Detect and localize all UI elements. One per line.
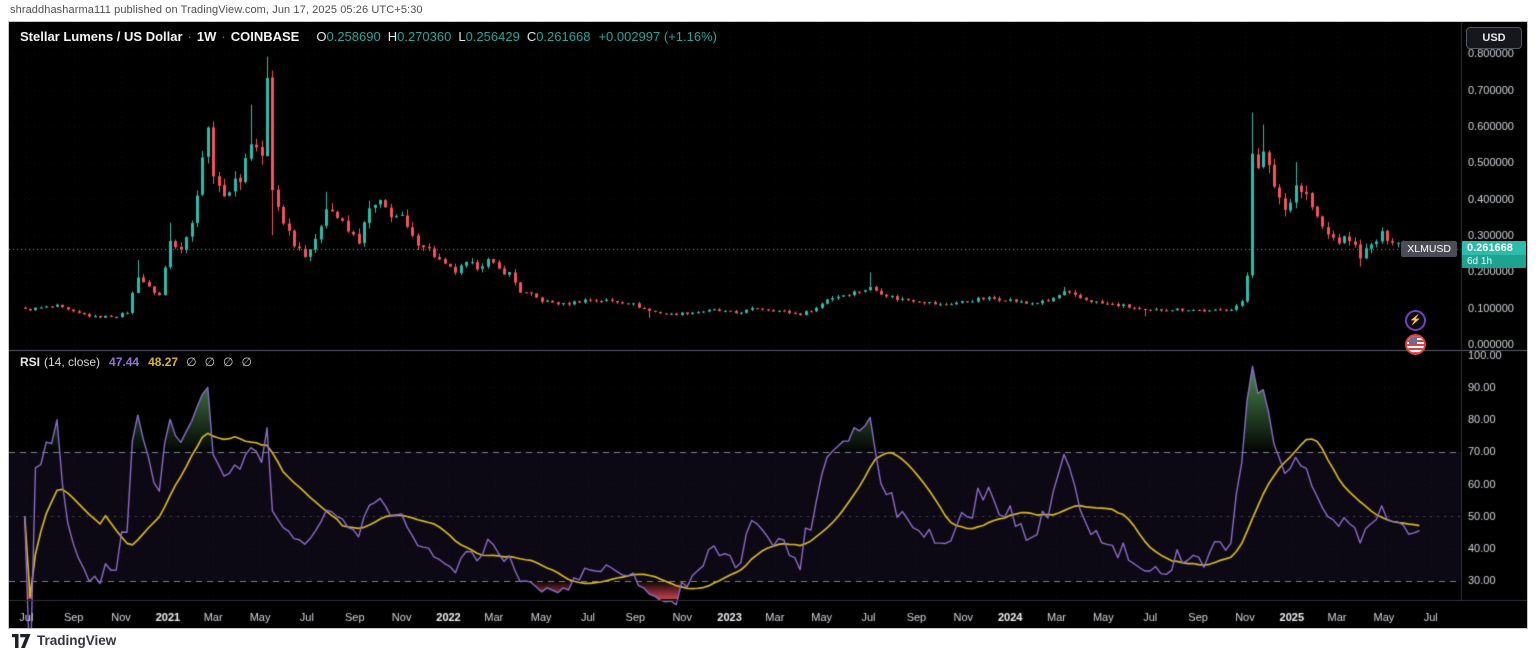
- symbol-title[interactable]: Stellar Lumens / US Dollar: [20, 29, 183, 44]
- close-label: C: [526, 29, 537, 44]
- rsi-empty-value: ∅: [241, 355, 252, 369]
- tradingview-brand-text: TradingView: [37, 633, 117, 648]
- attribution-text: shraddhasharma111 published on TradingVi…: [10, 4, 423, 16]
- rsi-empty-value: ∅: [223, 355, 234, 369]
- rsi-empty-value: ∅: [186, 355, 197, 369]
- instant-order-lightning-icon[interactable]: ⚡: [1405, 310, 1426, 331]
- last-price-axis-badge: 0.261668 6d 1h: [1462, 241, 1526, 268]
- us-flag-canton: [1409, 338, 1417, 344]
- rsi-legend: RSI (14, close) 47.44 48.27 ∅ ∅ ∅ ∅: [20, 355, 252, 369]
- last-price-value: 0.261668: [1462, 241, 1526, 255]
- ohlc-values: O0.258690 H0.270360 L0.256429 C0.261668: [309, 29, 590, 44]
- price-rsi-chart-canvas[interactable]: [9, 22, 1527, 628]
- legend-separator: ·: [187, 29, 192, 44]
- tradingview-footer-logo[interactable]: TradingView: [12, 633, 116, 648]
- symbol-legend: Stellar Lumens / US Dollar · 1W · COINBASE O0…: [20, 29, 717, 44]
- high-label: H: [387, 29, 398, 44]
- us-flag-stripes: [1407, 336, 1424, 353]
- open-value: 0.258690: [326, 29, 381, 44]
- bar-countdown: 6d 1h: [1462, 255, 1526, 268]
- high-value: 0.270360: [397, 29, 452, 44]
- low-value: 0.256429: [465, 29, 520, 44]
- tradingview-logo-icon: [12, 633, 31, 648]
- rsi-empty-value: ∅: [204, 355, 216, 369]
- legend-separator: ·: [221, 29, 226, 44]
- economic-events-us-flag-icon[interactable]: [1405, 334, 1426, 355]
- rsi-params: (14, close): [44, 355, 101, 369]
- symbol-price-line-badge: XLMUSD: [1401, 241, 1457, 257]
- interval-label[interactable]: 1W: [196, 29, 217, 44]
- change-value: +0.002997 (+1.16%): [598, 29, 717, 44]
- open-label: O: [316, 29, 327, 44]
- rsi-ma-value: 48.27: [148, 355, 179, 369]
- chart-frame: Stellar Lumens / US Dollar · 1W · COINBASE O0…: [8, 21, 1528, 629]
- low-label: L: [458, 29, 466, 44]
- lightning-glyph: ⚡: [1409, 315, 1422, 326]
- currency-unit-button[interactable]: USD: [1466, 27, 1522, 49]
- rsi-title[interactable]: RSI: [20, 355, 41, 369]
- exchange-label[interactable]: COINBASE: [230, 29, 300, 44]
- close-value: 0.261668: [536, 29, 591, 44]
- rsi-value: 47.44: [109, 355, 140, 369]
